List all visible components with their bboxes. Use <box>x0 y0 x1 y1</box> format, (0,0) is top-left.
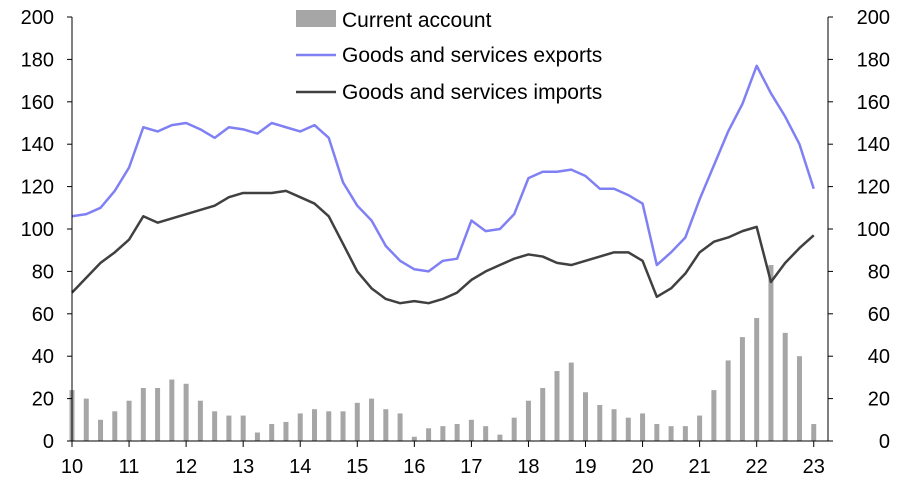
current-account-bar <box>340 411 346 441</box>
current-account-bar <box>126 400 132 441</box>
current-account-bar <box>426 428 432 441</box>
current-account-bar <box>369 398 375 441</box>
current-account-bar <box>440 426 446 441</box>
right-y-tick-label: 200 <box>857 7 890 29</box>
current-account-bar <box>112 411 118 441</box>
current-account-bar <box>554 371 560 441</box>
current-account-bar <box>155 388 161 441</box>
right-y-tick-label: 80 <box>868 261 890 283</box>
current-account-bar <box>226 415 232 441</box>
imports-line <box>71 189 815 305</box>
current-account-bar <box>725 360 731 441</box>
current-account-bar <box>611 409 617 441</box>
current-account-bar <box>640 413 646 441</box>
left-y-tick-label: 120 <box>21 177 54 199</box>
current-account-bar <box>283 421 289 441</box>
x-tick-label: 19 <box>574 456 596 478</box>
x-tick-label: 13 <box>232 456 254 478</box>
left-y-tick-label: 180 <box>21 49 54 71</box>
right-y-tick-label: 140 <box>857 134 890 156</box>
current-account-bar <box>311 409 317 441</box>
current-account-bar <box>568 362 574 441</box>
current-account-bar <box>297 413 303 441</box>
right-y-tick-label: 160 <box>857 92 890 114</box>
legend-swatch-current-account <box>296 10 336 27</box>
current-account-bar <box>668 426 674 441</box>
legend-label: Goods and services exports <box>342 44 602 67</box>
x-tick-label: 18 <box>517 456 539 478</box>
axes: 0 0 20 20 40 40 60 60 80 80 100 100 120 120 140 140 160 1… <box>21 7 890 478</box>
right-y-tick-label: 60 <box>868 304 890 326</box>
left-y-tick-label: 20 <box>32 389 54 411</box>
right-y-tick-label: 120 <box>857 177 890 199</box>
current-account-bar <box>739 337 745 441</box>
x-tick-label: 11 <box>119 456 140 478</box>
series-lines <box>71 64 815 305</box>
current-account-bar <box>183 383 189 441</box>
right-y-tick-label: 0 <box>879 431 890 453</box>
legend: Current account Goods and services export… <box>296 9 602 104</box>
current-account-bar <box>326 411 332 441</box>
current-account-bar <box>796 356 802 441</box>
left-y-tick-label: 40 <box>32 346 54 368</box>
current-account-bar <box>654 424 660 441</box>
x-tick-label: 20 <box>631 456 653 478</box>
x-tick-label: 15 <box>346 456 368 478</box>
current-account-bar <box>269 424 275 441</box>
left-y-tick-label: 0 <box>43 431 54 453</box>
left-y-tick-label: 140 <box>21 134 54 156</box>
current-account-bar <box>768 265 774 441</box>
current-account-bar <box>98 419 104 441</box>
current-account-bars <box>69 265 817 441</box>
x-tick-label: 21 <box>688 456 710 478</box>
current-account-bar <box>454 424 460 441</box>
current-account-bar <box>240 415 246 441</box>
current-account-bar <box>711 390 717 441</box>
current-account-bar <box>525 400 531 441</box>
current-account-bar <box>583 392 589 441</box>
current-account-bar <box>197 400 203 441</box>
current-account-bar <box>511 417 517 441</box>
current-account-bar <box>540 388 546 441</box>
current-account-bar <box>497 434 503 441</box>
x-tick-label: 12 <box>175 456 197 478</box>
left-y-tick-label: 200 <box>21 7 54 29</box>
x-tick-label: 10 <box>61 456 83 478</box>
current-account-bar <box>397 413 403 441</box>
x-tick-label: 22 <box>746 456 768 478</box>
x-tick-label: 23 <box>803 456 825 478</box>
current-account-bar <box>625 417 631 441</box>
current-account-bar <box>383 409 389 441</box>
left-y-tick-label: 60 <box>32 304 54 326</box>
current-account-bar <box>254 432 260 441</box>
current-account-bar <box>411 436 417 441</box>
current-account-bar <box>597 404 603 441</box>
exports-line <box>71 64 815 273</box>
current-account-bar <box>354 402 360 441</box>
x-tick-label: 17 <box>460 456 482 478</box>
current-account-bar <box>212 411 218 441</box>
current-account-bar <box>682 426 688 441</box>
current-account-bar <box>811 424 817 441</box>
right-y-tick-label: 40 <box>868 346 890 368</box>
current-account-bar <box>483 426 489 441</box>
left-y-tick-label: 160 <box>21 92 54 114</box>
legend-label: Goods and services imports <box>342 81 602 104</box>
right-y-tick-label: 20 <box>868 389 890 411</box>
current-account-bar <box>140 388 146 441</box>
current-account-bar <box>83 398 89 441</box>
current-account-bar <box>754 318 760 441</box>
right-y-tick-label: 180 <box>857 49 890 71</box>
current-account-bar <box>697 415 703 441</box>
current-account-bar <box>782 332 788 441</box>
x-tick-label: 16 <box>403 456 425 478</box>
right-y-tick-label: 100 <box>857 219 890 241</box>
x-tick-label: 14 <box>289 456 311 478</box>
current-account-bar <box>468 419 474 441</box>
legend-label: Current account <box>342 9 492 32</box>
left-y-tick-label: 100 <box>21 219 54 241</box>
current-account-bar <box>169 379 175 441</box>
left-y-tick-label: 80 <box>32 261 54 283</box>
